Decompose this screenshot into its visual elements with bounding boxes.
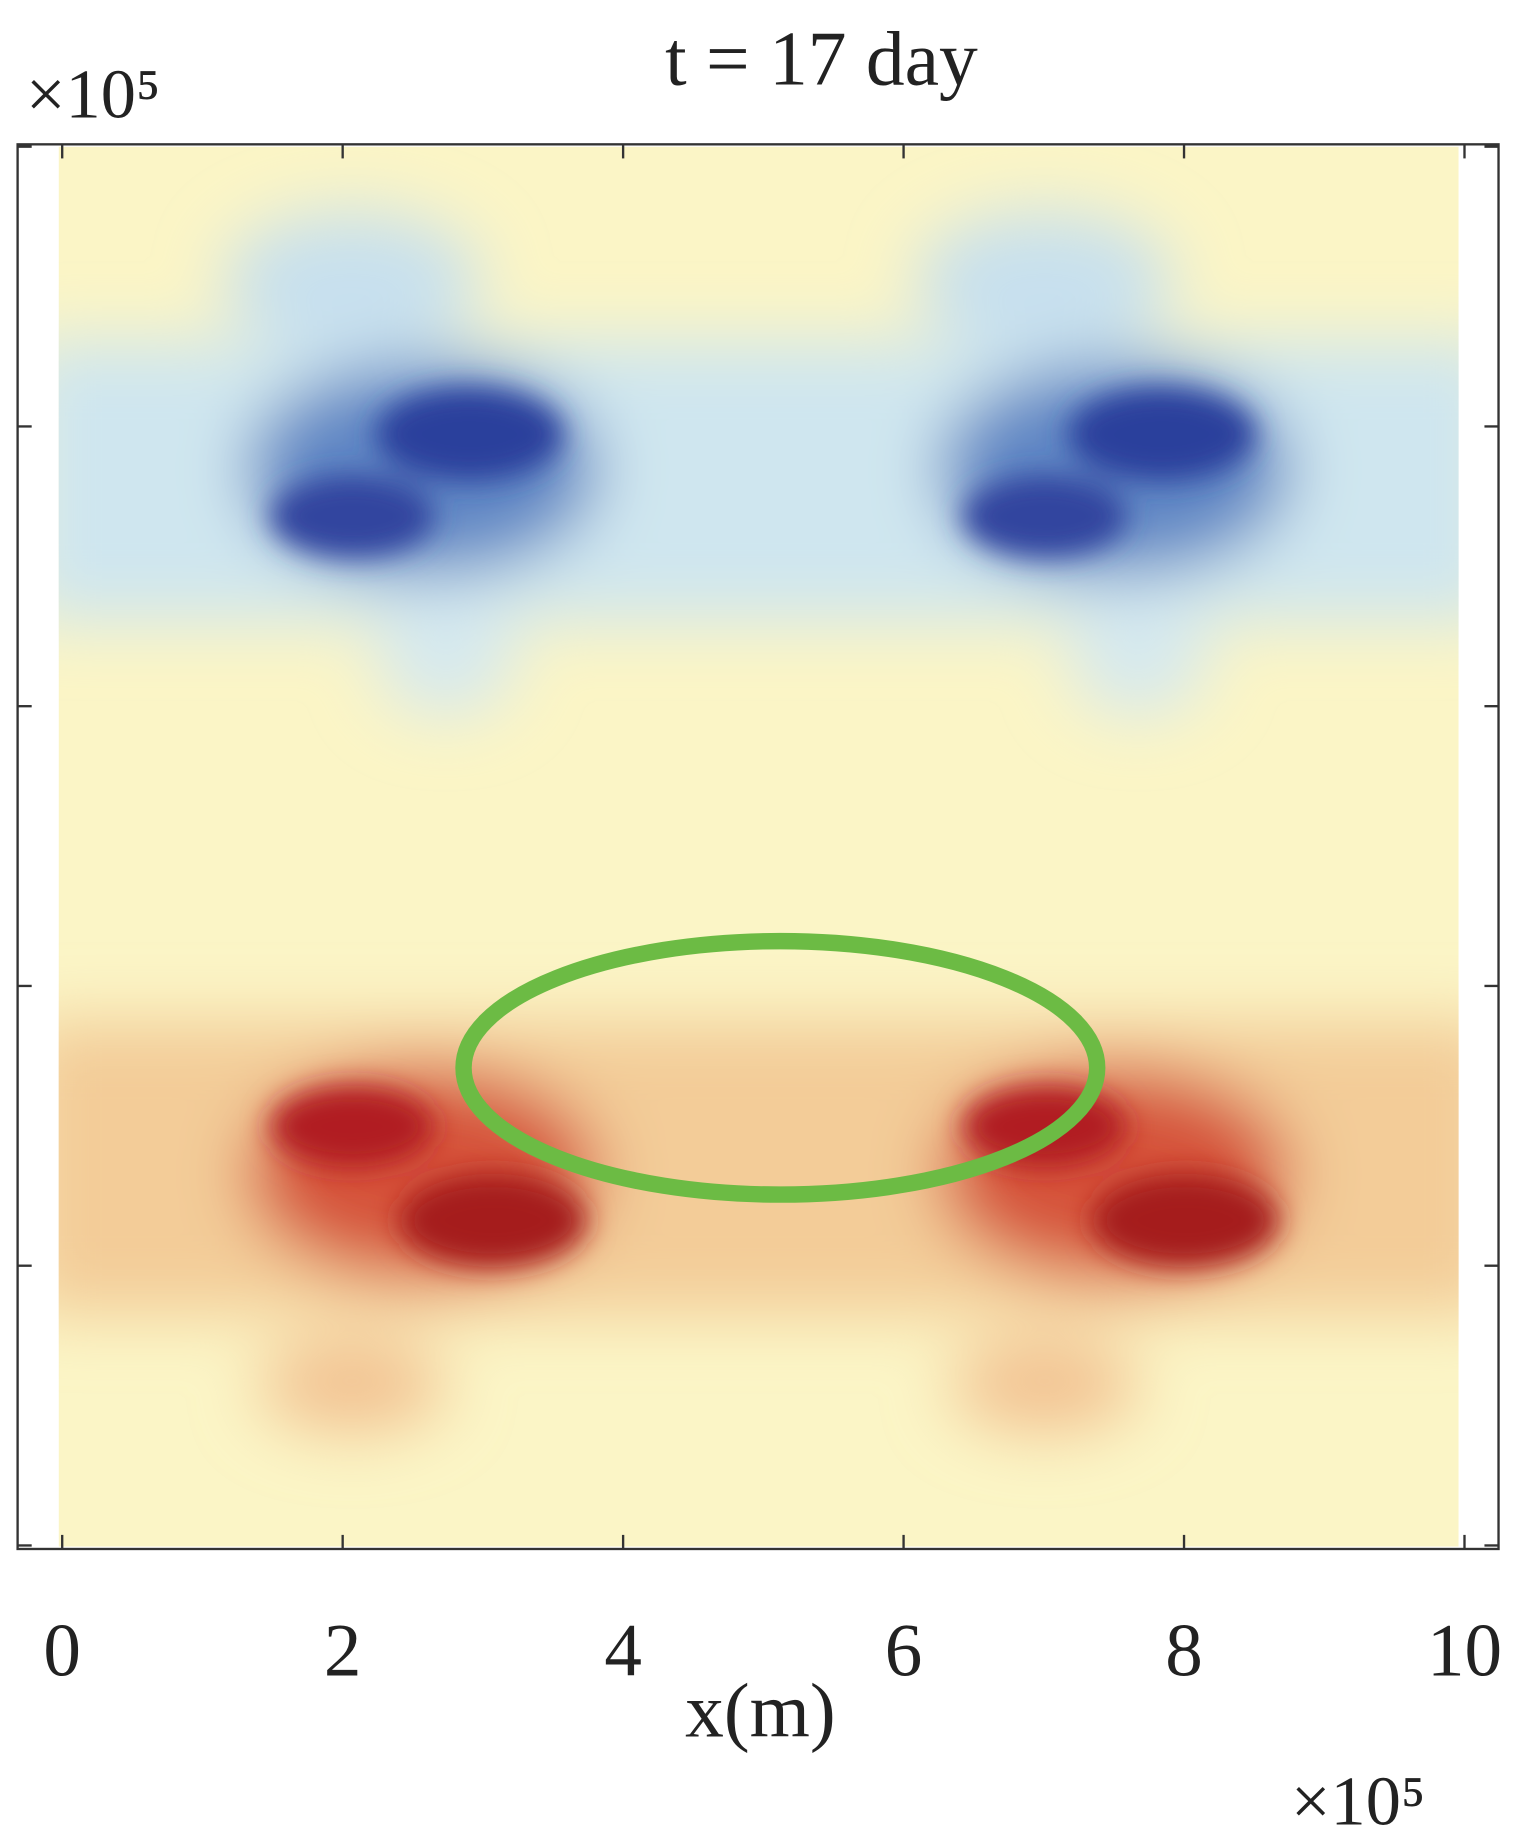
y-multiplier: ×10⁵	[26, 55, 161, 133]
x-tick-label: 8	[1165, 1610, 1203, 1693]
red-region	[58, 1020, 1459, 1432]
x-tick-label: 4	[604, 1610, 642, 1693]
x-multiplier: ×10⁵	[1291, 1763, 1426, 1840]
field	[58, 146, 1459, 1547]
x-tick-label: 0	[43, 1610, 81, 1693]
x-tick-label: 10	[1427, 1610, 1502, 1693]
highlight-ellipse	[455, 932, 1106, 1203]
x-tick-label: 2	[324, 1610, 362, 1693]
x-tick-label: 6	[885, 1610, 923, 1693]
x-axis-title: x(m)	[685, 1668, 836, 1754]
plot-frame	[16, 143, 1500, 1551]
chart-title: t = 17 day	[665, 15, 978, 101]
